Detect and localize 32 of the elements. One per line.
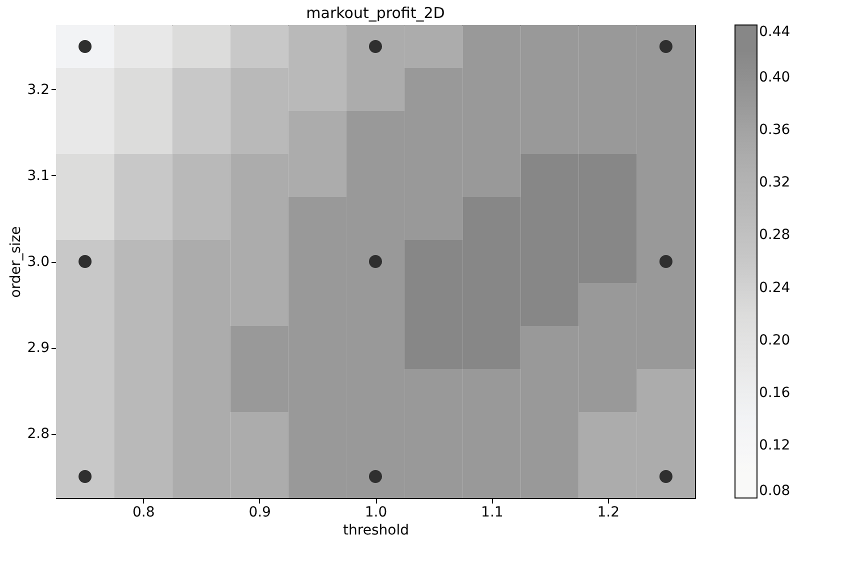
color-bar-label: 0.16 (759, 384, 790, 401)
point (78, 470, 92, 484)
x-tick-label: 0.9 (248, 504, 271, 520)
point (368, 254, 382, 268)
y-axis-title: order_size (8, 226, 24, 298)
point (659, 254, 672, 268)
color-bar-label: 0.40 (759, 70, 790, 86)
color-bar-label: 0.28 (759, 227, 790, 244)
y-tick-label: 3.1 (27, 168, 50, 184)
chart-title: markout_profit_2D (306, 4, 445, 22)
color-bar-label: 0.12 (759, 437, 790, 454)
x-tick-label: 1.2 (597, 504, 620, 520)
color-bar-label: 0.32 (759, 174, 790, 191)
point (78, 40, 92, 54)
y-tick-label: 2.9 (27, 340, 50, 356)
color-bar-label: 0.20 (759, 332, 790, 348)
point (78, 254, 92, 268)
color-bar-label: 0.08 (759, 483, 790, 499)
y-tick-label: 2.8 (27, 426, 50, 442)
x-axis-title: threshold (343, 522, 409, 538)
y-tick-label: 3.0 (27, 254, 50, 270)
x-tick-label: 1.0 (364, 504, 388, 520)
point (659, 470, 672, 484)
x-tick-label: 1.1 (481, 504, 504, 520)
x-tick-label: 0.8 (132, 504, 155, 520)
color-bar-label: 0.24 (759, 280, 790, 296)
point (368, 470, 382, 484)
color-bar-label: 0.44 (759, 24, 790, 40)
point (368, 40, 382, 54)
y-tick-label: 3.2 (27, 82, 50, 98)
point (659, 40, 672, 54)
color-bar-label: 0.36 (759, 122, 790, 138)
